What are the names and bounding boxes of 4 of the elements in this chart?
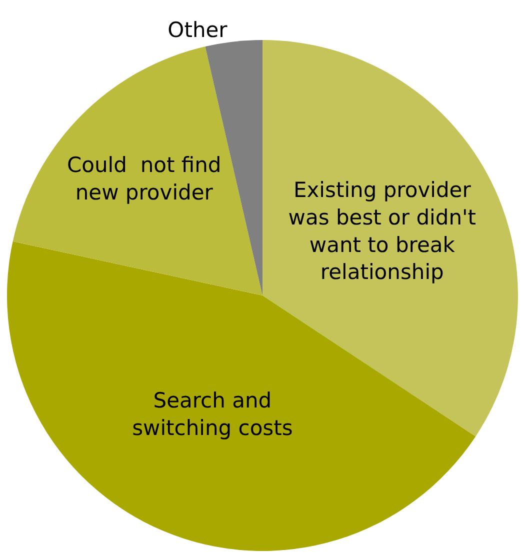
slice-label: Search and switching costs [132, 388, 293, 440]
slice-label: Could not find new provider [66, 152, 222, 204]
slice-label: Other [168, 18, 228, 42]
slice-label: Existing provider was best or didn't want to break relationship [288, 178, 476, 284]
